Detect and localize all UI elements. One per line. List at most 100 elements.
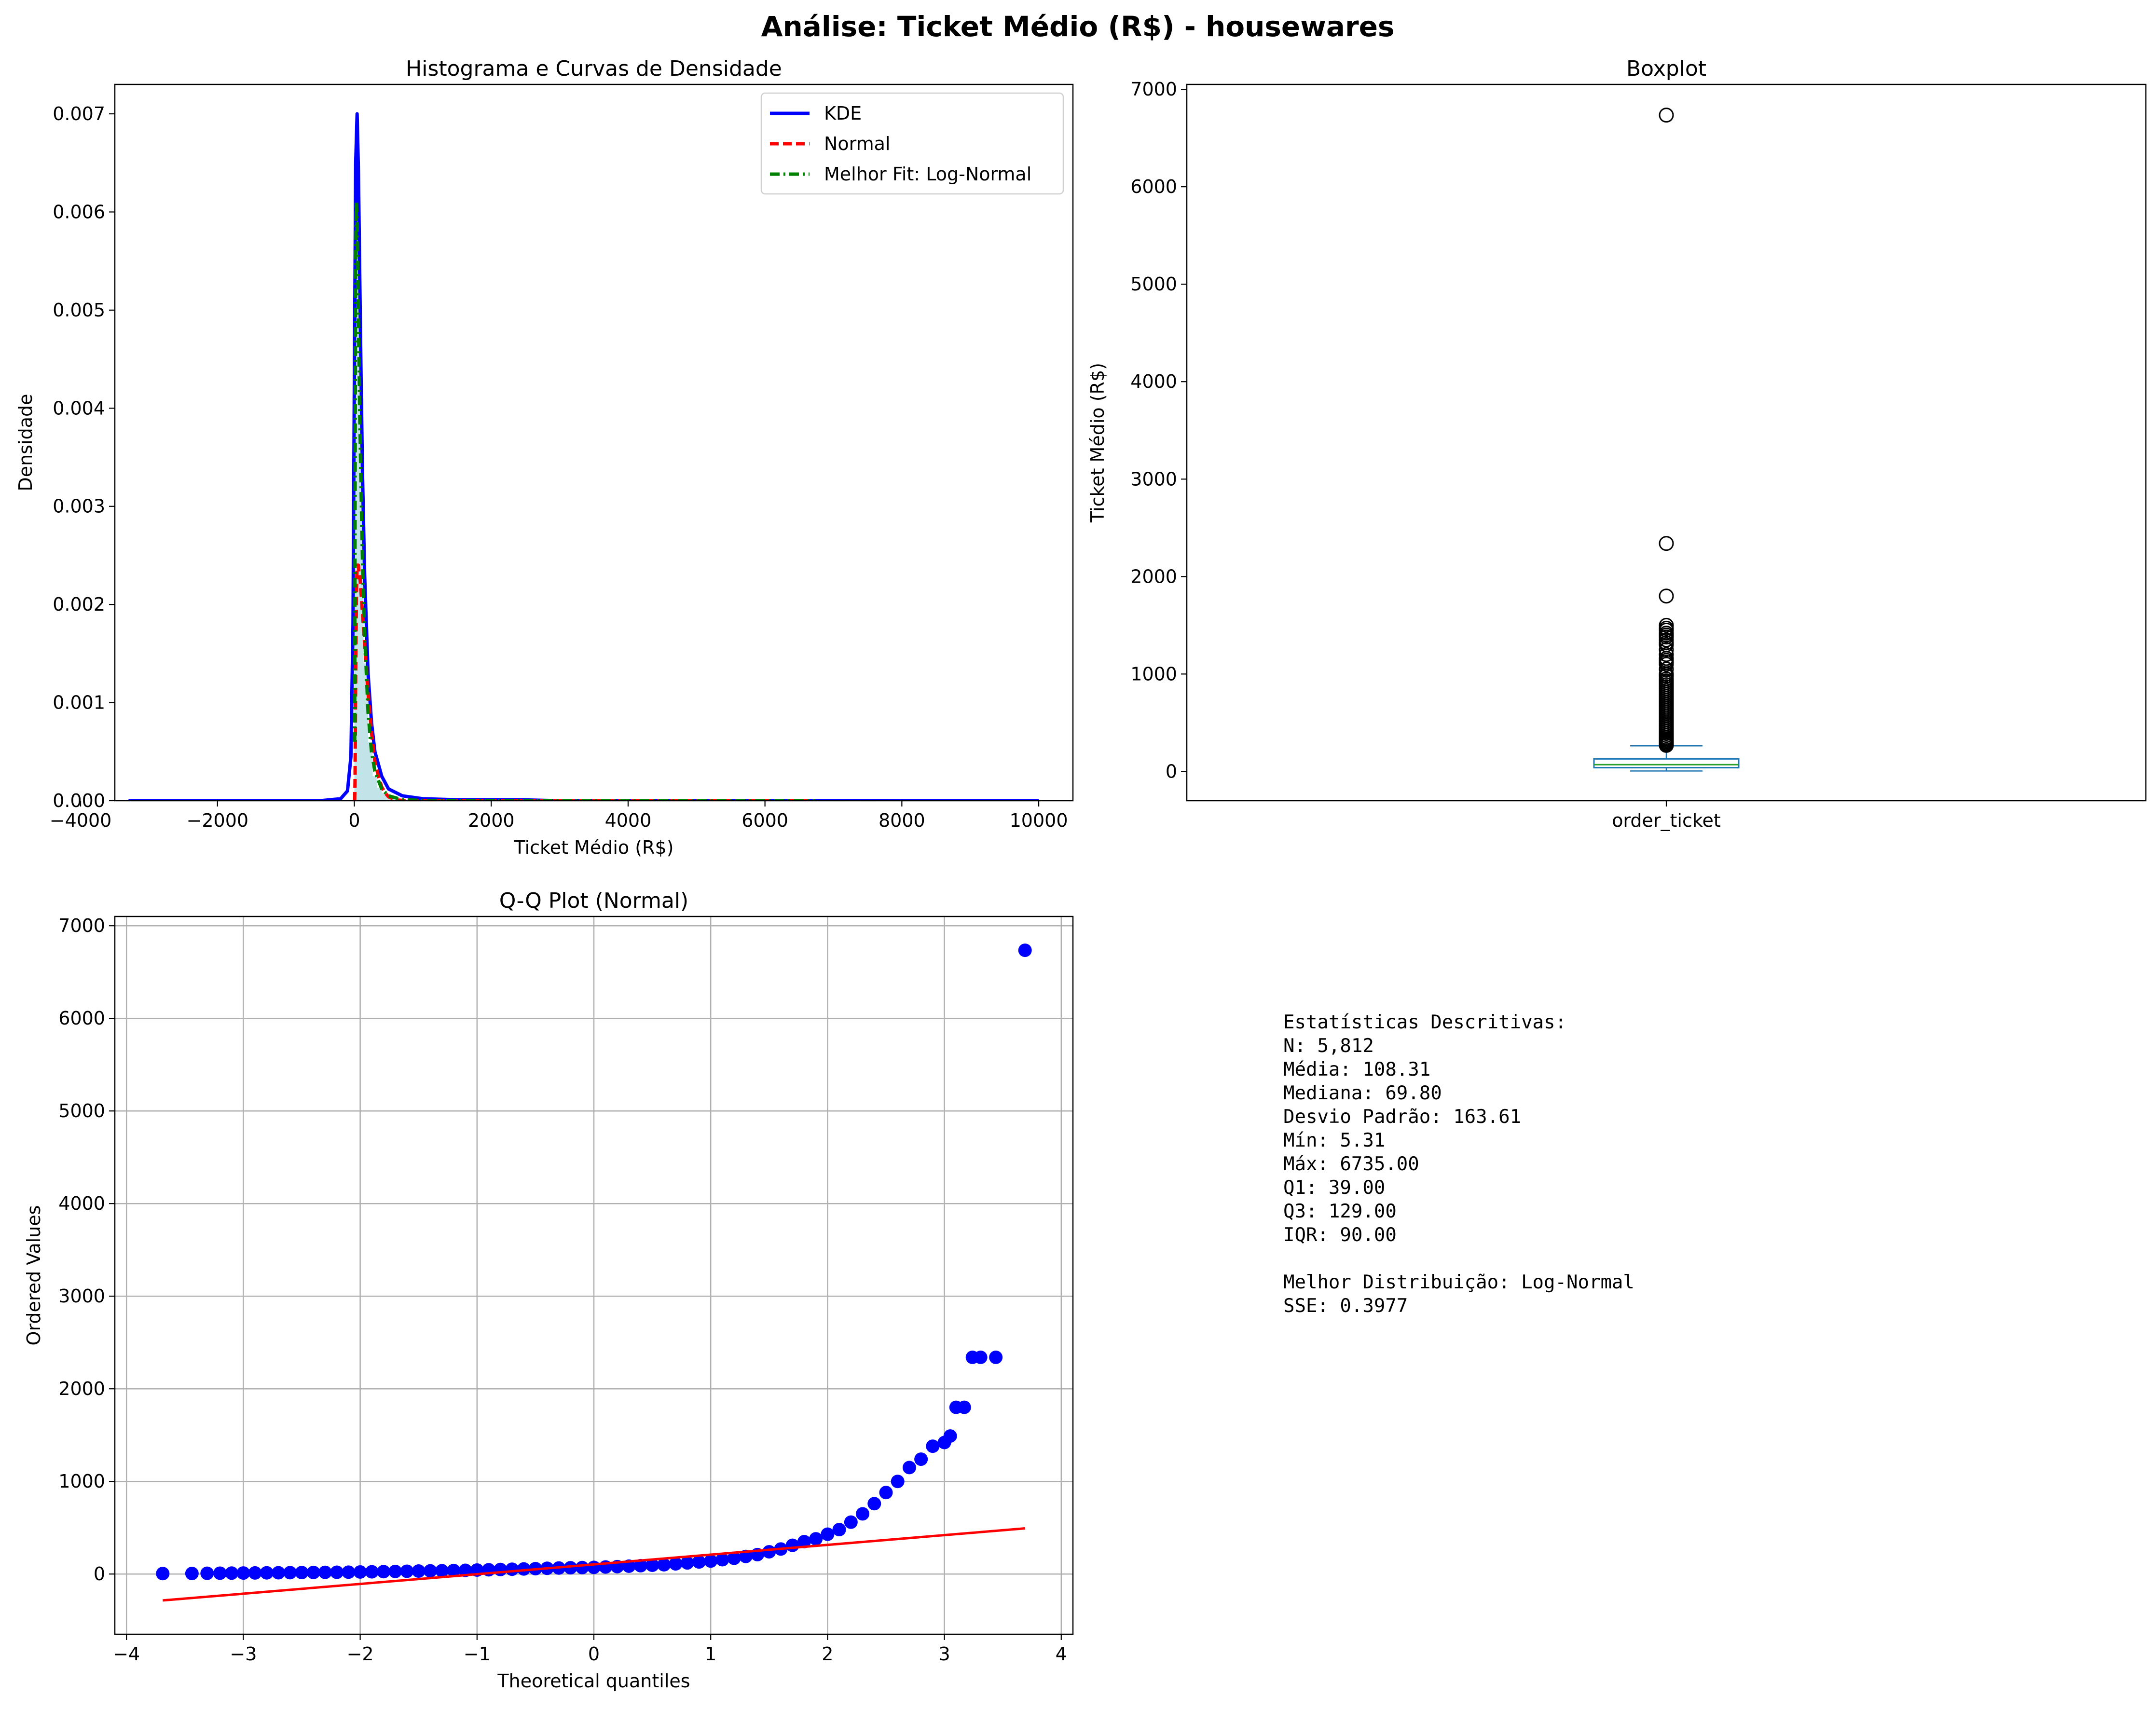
y-tick-label: 1000 [1130, 663, 1177, 684]
figure-title: Análise: Ticket Médio (R$) - housewares [761, 10, 1395, 43]
y-axis-label: Densidade [15, 394, 36, 492]
qq-point [505, 1562, 519, 1576]
histogram-bar [368, 741, 373, 801]
qq-point [353, 1565, 367, 1579]
qq-point [926, 1439, 940, 1453]
legend: KDE Normal Melhor Fit: Log-Normal [760, 92, 1064, 195]
qq-point [902, 1461, 916, 1475]
y-tick-label: 7000 [1130, 79, 1177, 100]
qq-point [989, 1350, 1003, 1364]
boxplot-panel: Boxplot 0 1000 2000 3000 4000 5000 6000 7000 Tick… [1087, 56, 2147, 831]
qq-point [494, 1562, 508, 1576]
qq-point [365, 1565, 379, 1579]
qq-point [342, 1565, 356, 1579]
descriptive-statistics: Estatísticas Descritivas: N: 5,812 Média: … [1283, 1011, 1634, 1318]
x-axis-label: Ticket Médio (R$) [514, 837, 674, 858]
x-tick-label: 0 [348, 810, 360, 831]
qq-point [867, 1497, 881, 1511]
legend-label: Normal [824, 133, 891, 154]
qq-point [844, 1515, 858, 1529]
panel-title: Histograma e Curvas de Densidade [406, 56, 782, 81]
qq-point [236, 1566, 250, 1580]
qq-point [213, 1566, 227, 1580]
qq-point [704, 1554, 718, 1568]
qq-point [943, 1429, 957, 1443]
x-tick-label: 0 [588, 1643, 600, 1665]
x-tick-label: −2000 [187, 810, 249, 831]
stats-sse: SSE: 0.3977 [1283, 1295, 1408, 1317]
y-axis-label: Ticket Médio (R$) [1087, 363, 1108, 523]
y-tick-label: 3000 [58, 1285, 105, 1307]
qq-point [587, 1560, 601, 1574]
outlier-point [1659, 647, 1674, 662]
qq-point [692, 1555, 706, 1569]
y-tick-label: 0 [1166, 761, 1177, 782]
qq-point [248, 1566, 262, 1580]
x-tick-label: −3 [230, 1643, 257, 1665]
histogram-bar [382, 793, 387, 801]
stats-n: N: 5,812 [1283, 1035, 1374, 1057]
x-axis-label: Theoretical quantiles [497, 1670, 690, 1692]
y-tick-label: 2000 [58, 1378, 105, 1399]
x-tick-label: −4 [113, 1643, 140, 1665]
y-tick-label: 0.000 [53, 790, 105, 811]
y-tick-label: 0.005 [53, 300, 105, 321]
stats-min: Mín: 5.31 [1283, 1130, 1386, 1151]
qq-point [447, 1563, 461, 1577]
stats-q1: Q1: 39.00 [1283, 1177, 1386, 1199]
density-line-kde [128, 112, 1039, 801]
x-tick-label: 4000 [605, 810, 652, 831]
qq-point [272, 1566, 286, 1580]
y-tick-label: 6000 [58, 1008, 105, 1029]
qq-point [306, 1565, 320, 1579]
qq-point [563, 1561, 577, 1575]
qq-point [225, 1566, 239, 1580]
y-tick-label: 6000 [1130, 176, 1177, 197]
x-tick-label: 2 [822, 1643, 833, 1665]
histogram-bar [377, 788, 382, 801]
qq-point [785, 1538, 799, 1552]
stats-max: Máx: 6735.00 [1283, 1153, 1419, 1175]
qq-point [330, 1565, 344, 1579]
legend-box [760, 92, 1064, 195]
panel-title: Boxplot [1626, 56, 1706, 81]
stats-spacer [1283, 1247, 1634, 1271]
outlier-point [1659, 588, 1674, 604]
legend-label: Melhor Fit: Log-Normal [824, 164, 1031, 185]
stats-best-distribution: Melhor Distribuição: Log-Normal [1283, 1271, 1634, 1293]
stats-iqr: IQR: 90.00 [1283, 1224, 1397, 1246]
qq-point [200, 1566, 214, 1580]
qq-point [633, 1559, 647, 1572]
outlier-point [1659, 642, 1674, 657]
qq-point [891, 1475, 905, 1489]
qq-point [914, 1452, 928, 1466]
panel-title: Q-Q Plot (Normal) [499, 889, 688, 913]
y-tick-label: 3000 [1130, 468, 1177, 490]
qq-point [412, 1564, 426, 1578]
density-line-normal [353, 563, 815, 801]
y-tick-label: 0 [94, 1563, 105, 1585]
qq-plot-panel: Q-Q Plot (Normal) −4 −3 −2 −1 0 1 2 3 4 0 1000 2000 3… [23, 889, 1074, 1692]
qq-point [318, 1565, 332, 1579]
qq-point [156, 1567, 170, 1581]
qq-point [185, 1567, 199, 1581]
y-tick-label: 5000 [1130, 273, 1177, 295]
y-tick-label: 0.001 [53, 692, 105, 713]
qq-point [295, 1566, 309, 1580]
qq-point [715, 1553, 729, 1567]
axes-frame [114, 916, 1074, 1635]
x-tick-label: 8000 [879, 810, 925, 831]
qq-point [423, 1564, 437, 1578]
x-tick-label: −2 [347, 1643, 374, 1665]
qq-point [797, 1535, 811, 1548]
qq-point [727, 1551, 741, 1565]
qq-point [377, 1565, 391, 1579]
x-tick-label: 3 [938, 1643, 950, 1665]
histogram-bar [372, 776, 378, 801]
qq-point [400, 1564, 414, 1578]
qq-point [1018, 943, 1032, 957]
qq-point [575, 1560, 589, 1574]
y-tick-label: 7000 [58, 915, 105, 936]
x-tick-label: 1 [705, 1643, 716, 1665]
